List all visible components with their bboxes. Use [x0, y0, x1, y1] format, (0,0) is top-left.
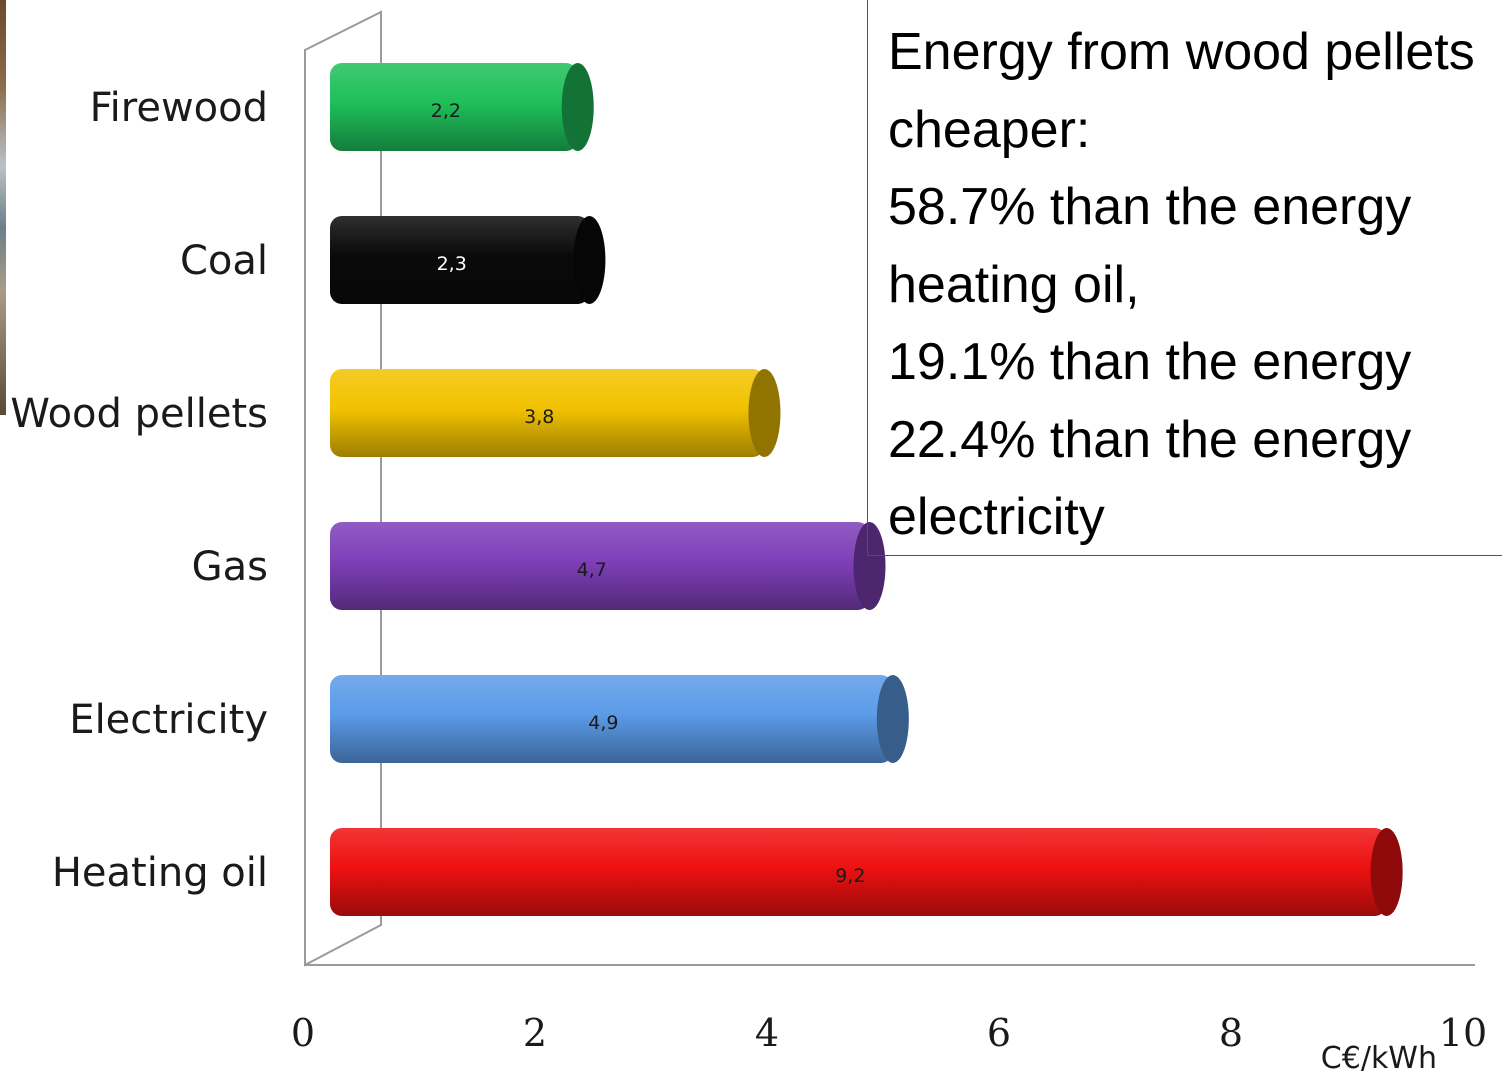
- note-line-1: Energy from wood pellets: [888, 23, 1475, 81]
- category-labels: Firewood Coal Wood pellets Gas Electricity He…: [10, 85, 268, 896]
- note-line-4: heating oil,: [888, 255, 1140, 314]
- bar-heating-oil: [330, 828, 1387, 916]
- category-label-firewood: Firewood: [90, 85, 268, 131]
- bar-cap-gas: [853, 522, 886, 610]
- x-tick-0: 0: [291, 1011, 315, 1055]
- x-tick-8: 8: [1219, 1011, 1243, 1055]
- x-tick-4: 4: [755, 1011, 779, 1055]
- bar-cap-heating-oil: [1370, 828, 1403, 916]
- x-tick-10: 10: [1439, 1011, 1487, 1055]
- x-tick-6: 6: [987, 1011, 1011, 1055]
- category-label-coal: Coal: [180, 238, 268, 284]
- data-label-wood-pellets: 3,8: [524, 406, 554, 428]
- category-label-heating-oil: Heating oil: [52, 850, 268, 896]
- bar-cap-firewood: [561, 63, 594, 151]
- data-label-firewood: 2,2: [431, 100, 461, 122]
- bar-electricity: [330, 675, 893, 763]
- bars: 2,2 2,3 3,8 4,7 4,9 9,2: [330, 63, 1403, 916]
- bar-coal: [330, 216, 590, 304]
- category-label-electricity: Electricity: [69, 697, 268, 743]
- bar-gas: [330, 522, 870, 610]
- category-label-gas: Gas: [192, 544, 268, 590]
- note-line-2: cheaper:: [888, 100, 1091, 159]
- data-label-coal: 2,3: [437, 253, 467, 275]
- note-line-3: 58.7% than the energy: [888, 178, 1412, 236]
- bar-firewood: [330, 63, 578, 151]
- note-box: [867, 0, 1502, 556]
- back-wall: [304, 10, 382, 967]
- bar-wood-pellets: [330, 369, 765, 457]
- x-axis-unit-label: C€/kWh: [1321, 1041, 1437, 1076]
- photo-edge: [0, 0, 6, 415]
- data-label-gas: 4,7: [577, 559, 607, 581]
- chart-frame: [304, 10, 1475, 967]
- category-label-wood-pellets: Wood pellets: [10, 391, 268, 437]
- bar-cap-wood-pellets: [748, 369, 781, 457]
- note-line-7: electricity: [888, 488, 1105, 546]
- data-label-heating-oil: 9,2: [835, 865, 865, 887]
- x-tick-2: 2: [523, 1011, 547, 1055]
- note-line-5: 19.1% than the energy: [888, 333, 1412, 391]
- bar-cap-coal: [573, 216, 606, 304]
- note-text: Energy from wood pellets cheaper: 58.7% th…: [888, 14, 1502, 557]
- data-label-electricity: 4,9: [588, 712, 618, 734]
- bar-cap-electricity: [876, 675, 909, 763]
- x-tick-labels: 0 2 4 6 8 10: [291, 1011, 1487, 1055]
- note-line-6: 22.4% than the energy: [888, 410, 1412, 469]
